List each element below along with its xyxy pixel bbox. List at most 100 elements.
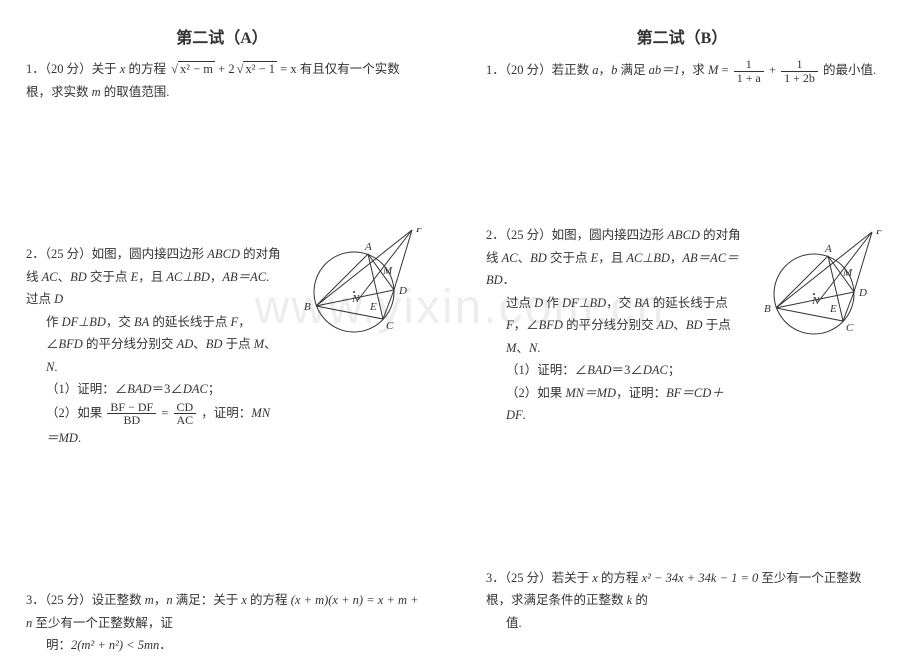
p-num: 2． — [26, 247, 45, 261]
sym: AC — [42, 270, 58, 284]
sep: ， — [599, 63, 612, 77]
txt: 的 — [632, 593, 648, 607]
p-num: 2． — [486, 228, 505, 242]
txt: 过点 — [506, 296, 534, 310]
txt: ，交 — [606, 296, 634, 310]
txt: 若正数 — [552, 63, 593, 77]
txt: 的最小值. — [823, 63, 876, 77]
txt: ，且 — [138, 270, 166, 284]
sym: AC⊥BD — [166, 270, 210, 284]
txt: 若关于 — [552, 571, 593, 585]
eq: ＝3∠ — [612, 363, 643, 377]
M: M — [708, 63, 718, 77]
var: m — [145, 593, 154, 607]
svg-text:F: F — [415, 228, 423, 235]
sym: DAC — [183, 382, 208, 396]
svg-text:F: F — [875, 230, 883, 237]
p-num: 3． — [486, 571, 505, 585]
txt: ， — [670, 251, 683, 265]
sym: DF⊥BD — [562, 296, 606, 310]
line2: 作 DF⊥BD，交 BA 的延长线于点 F，∠BFD 的平分线分别交 AD、BD… — [26, 311, 282, 379]
sqrt-1: x² − m — [169, 58, 215, 81]
txt: 的延长线于点 — [650, 296, 728, 310]
sym: AC⊥BD — [626, 251, 670, 265]
title-a: 第二试（A） — [22, 24, 422, 48]
svg-text:A: A — [824, 243, 832, 255]
radicand: x² − 1 — [243, 61, 277, 76]
txt: ，求 — [680, 63, 708, 77]
txt: 如图，圆内接四边形 — [92, 247, 208, 261]
txt: 的方程 — [125, 62, 169, 76]
txt: ， — [210, 270, 223, 284]
txt: 于点 — [222, 337, 253, 351]
txt: 如图，圆内接四边形 — [552, 228, 668, 242]
p-pts: （20 分） — [45, 62, 92, 76]
title-b: 第二试（B） — [482, 24, 882, 48]
sym: D — [534, 296, 543, 310]
eq: = — [718, 63, 731, 77]
lbl: （2）如果 — [46, 405, 105, 419]
txt: 至少有一个正整数解，证 — [32, 616, 173, 630]
txt: 、 — [516, 341, 529, 355]
ineq: 2(m² + n²) < 5mn — [71, 638, 159, 652]
p-pts: （20 分） — [505, 63, 552, 77]
num: 1 — [781, 58, 818, 72]
txt: 作 — [543, 296, 562, 310]
txt: 于点 — [703, 318, 731, 332]
txt: ，且 — [598, 251, 626, 265]
sym: BD — [206, 337, 223, 351]
txt: 设正整数 — [92, 593, 145, 607]
end: ； — [208, 382, 221, 396]
sym: M — [506, 341, 516, 355]
p-num: 1． — [486, 63, 505, 77]
mnmd: MN＝MD — [565, 386, 616, 400]
txt: 的平分线分别交 — [83, 337, 177, 351]
txt: ， — [154, 593, 167, 607]
txt: 满足 — [617, 63, 648, 77]
a-problem-1: 1．（20 分）关于 x 的方程 x² − m + 2x² − 1 = x 有且… — [22, 58, 422, 103]
svg-text:A: A — [364, 241, 372, 253]
end: . — [523, 408, 526, 422]
sym: DAC — [643, 363, 668, 377]
eq: ＝3∠ — [152, 382, 183, 396]
sym: DF⊥BD — [62, 315, 106, 329]
txt: ，∠ — [514, 318, 539, 332]
mid: ，证明： — [616, 386, 666, 400]
lbl: （2）如果 — [506, 386, 565, 400]
column-a: 第二试（A） 1．（20 分）关于 x 的方程 x² − m + 2x² − 1… — [0, 0, 440, 637]
line2: 值. — [486, 612, 882, 635]
sym: AC — [502, 251, 518, 265]
p-num: 1． — [26, 62, 45, 76]
figure-a: ABCDEFMN — [294, 228, 434, 348]
b-problem-3: 3．（25 分）若关于 x 的方程 x² − 34x + 34k − 1 = 0… — [482, 567, 882, 635]
geometry-diagram-a: ABCDEFMN — [294, 228, 434, 348]
svg-text:N: N — [351, 293, 360, 305]
p-pts: （25 分） — [45, 247, 92, 261]
txt: 的方程 — [598, 571, 642, 585]
sym: D — [54, 292, 63, 306]
svg-text:N: N — [811, 295, 820, 307]
txt: . — [54, 360, 57, 374]
svg-text:D: D — [398, 285, 407, 297]
p-pts: （25 分） — [45, 593, 92, 607]
part1: （1）证明：∠BAD＝3∠DAC； — [26, 378, 282, 401]
txt: 的延长线于点 — [149, 315, 230, 329]
num: CD — [174, 401, 197, 415]
txt: 交于点 — [87, 270, 131, 284]
txt: 、 — [58, 270, 71, 284]
geometry-diagram-b: ABCDEFMN — [754, 230, 894, 350]
sym: ABCD — [667, 228, 700, 242]
txt: 明： — [46, 638, 71, 652]
sym: ABCD — [207, 247, 240, 261]
sym: AD — [657, 318, 674, 332]
part2: （2）如果 MN＝MD，证明：BF＝CD＋DF. — [486, 382, 742, 427]
part2: （2）如果 BF − DFBD = CDAC ，证明：MN＝MD. — [26, 401, 282, 450]
num: BF − DF — [107, 401, 156, 415]
sym: F — [506, 318, 514, 332]
txt: 作 — [46, 315, 62, 329]
sym: BD — [70, 270, 87, 284]
txt: 的平分线分别交 — [563, 318, 657, 332]
txt: 、 — [673, 318, 686, 332]
frac-b1: 11 + a — [734, 58, 764, 84]
sym: M — [254, 337, 264, 351]
